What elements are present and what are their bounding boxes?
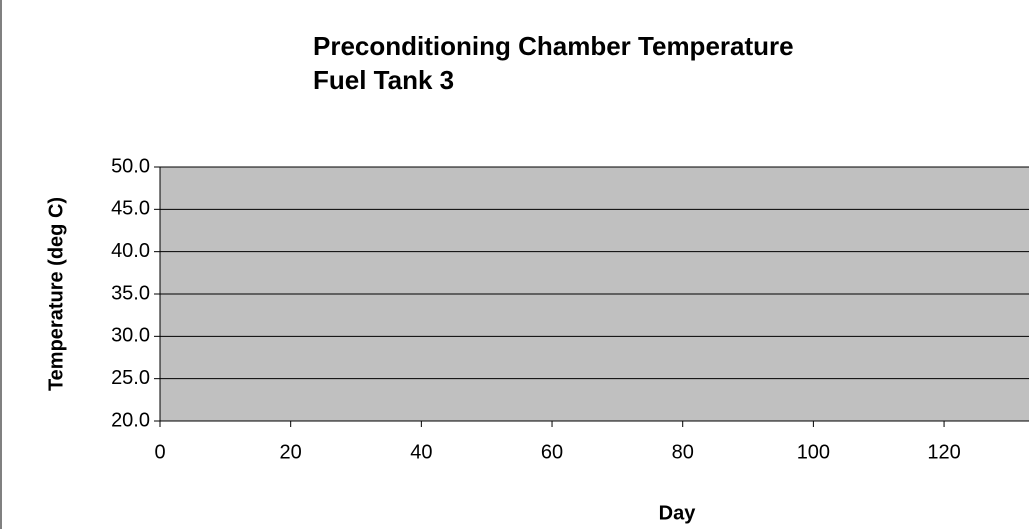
x-tick-label: 100 — [797, 441, 830, 463]
x-tick-label: 0 — [154, 441, 165, 463]
y-tick-label: 40.0 — [111, 240, 150, 262]
y-tick-label: 35.0 — [111, 282, 150, 304]
y-tick-label: 20.0 — [111, 409, 150, 431]
x-tick-label: 40 — [410, 441, 432, 463]
y-axis-label: Temperature (deg C) — [45, 197, 67, 391]
chart-title: Fuel Tank 3 — [313, 65, 454, 95]
y-tick-label: 25.0 — [111, 367, 150, 389]
y-tick-label: 30.0 — [111, 325, 150, 347]
x-tick-label: 60 — [541, 441, 563, 463]
x-tick-label: 80 — [672, 441, 694, 463]
y-tick-label: 50.0 — [111, 155, 150, 177]
x-tick-label: 120 — [927, 441, 960, 463]
chart-title: Preconditioning Chamber Temperature — [313, 31, 794, 61]
x-tick-label: 20 — [280, 441, 302, 463]
x-axis-label: Day — [659, 502, 697, 524]
y-tick-label: 45.0 — [111, 198, 150, 220]
